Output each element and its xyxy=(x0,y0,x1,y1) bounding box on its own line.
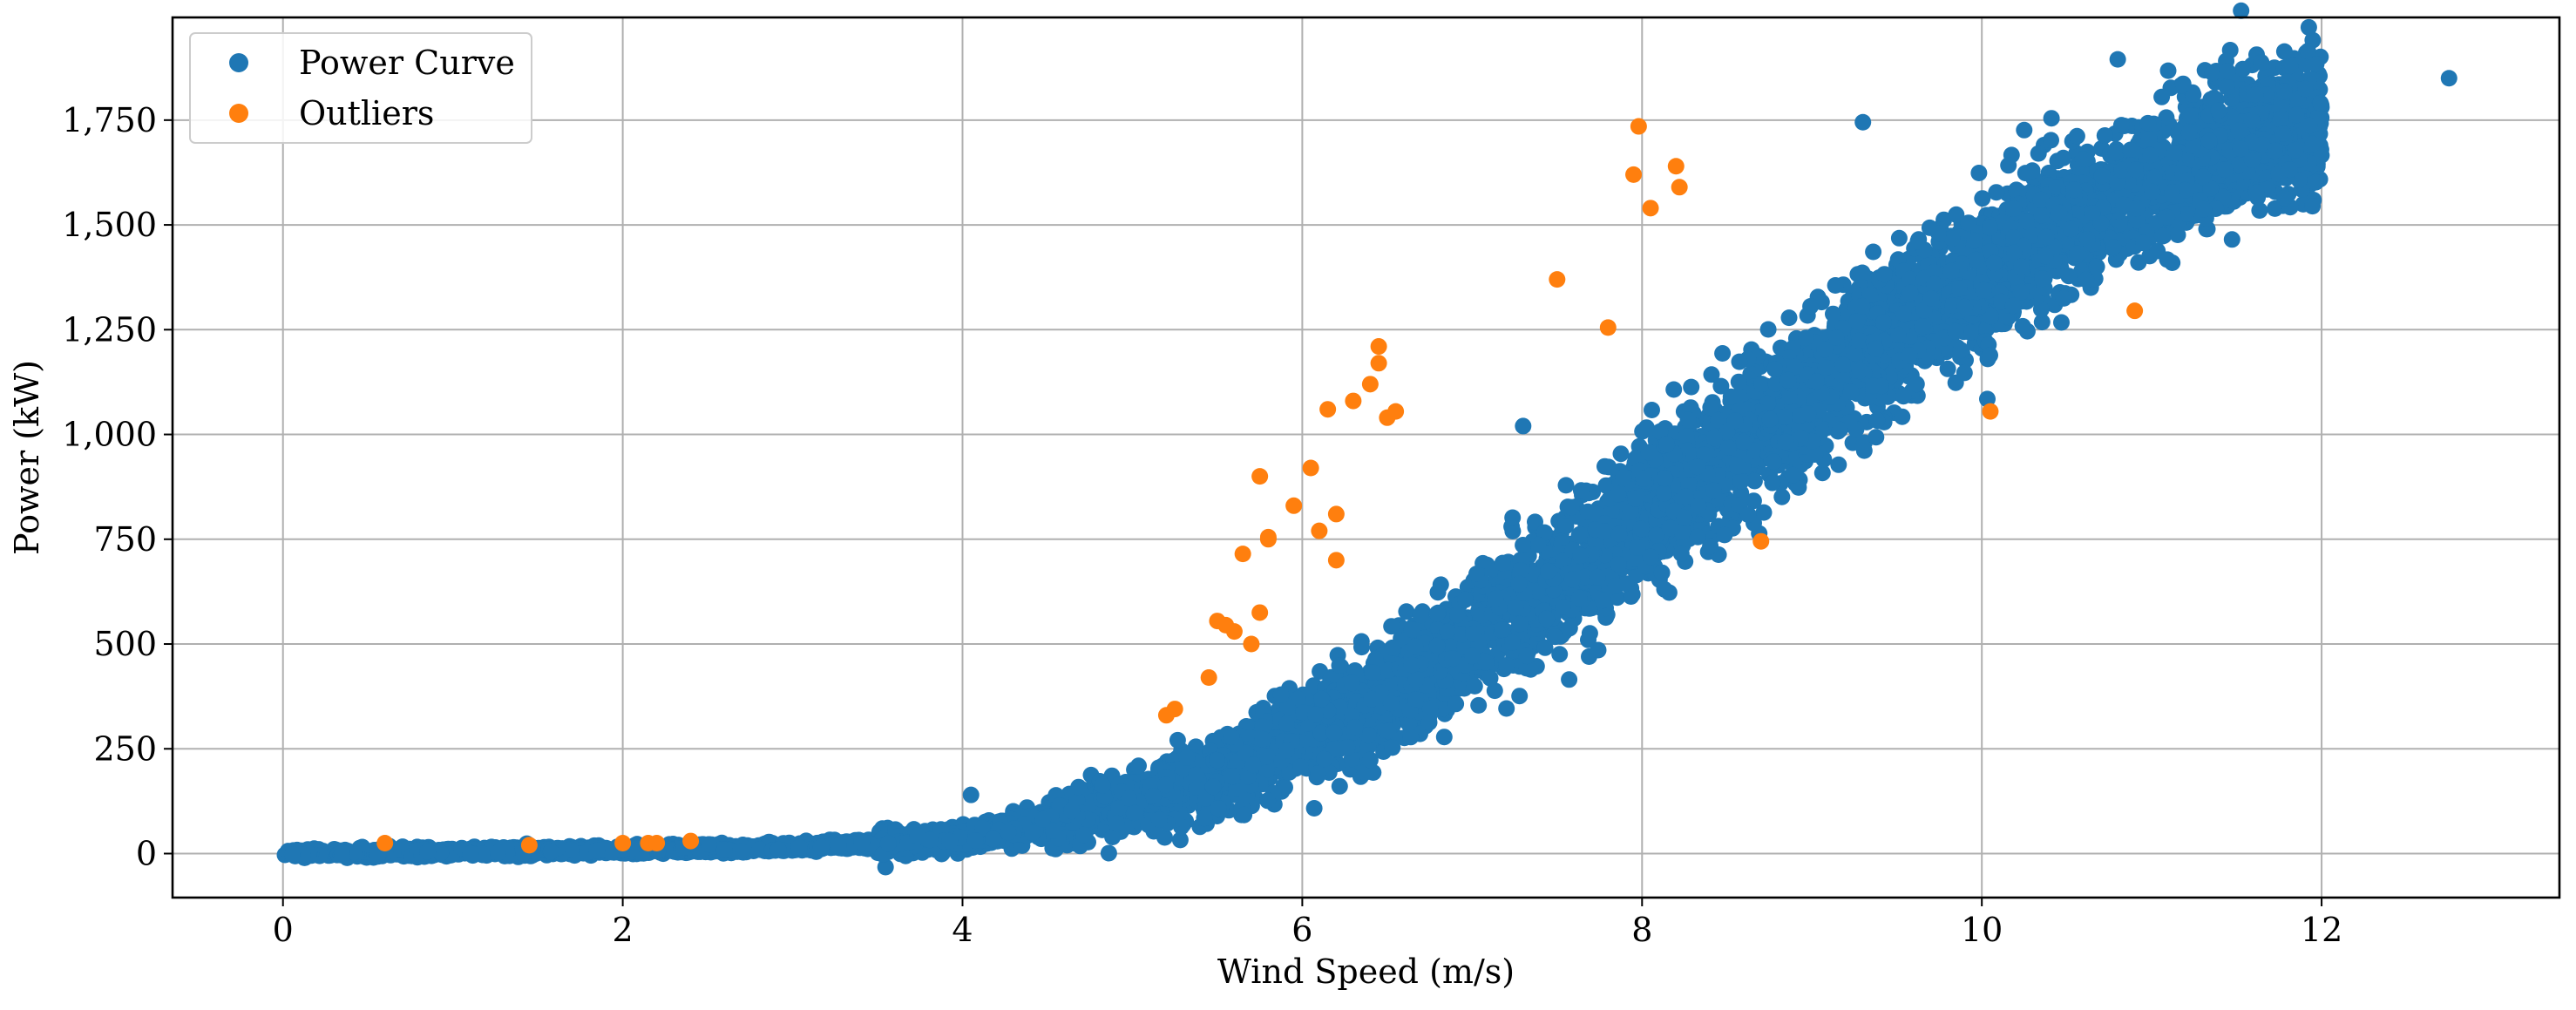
power-curve-point xyxy=(1894,409,1910,425)
power-curve-point xyxy=(1865,244,1881,261)
power-curve-point xyxy=(1673,546,1690,562)
power-curve-point xyxy=(1470,697,1487,714)
power-curve-point xyxy=(1306,800,1323,817)
power-curve-point xyxy=(1511,688,1528,704)
power-curve-point xyxy=(2019,323,2036,340)
power-curve-point xyxy=(2056,290,2072,307)
power-curve-point xyxy=(1101,845,1117,862)
power-curve-point xyxy=(1970,165,1987,181)
power-curve-point xyxy=(1948,375,1964,391)
power-curve-point xyxy=(1558,477,1575,493)
power-curve-point xyxy=(2000,157,2017,173)
power-curve-point xyxy=(2304,198,2321,214)
power-curve-point xyxy=(1760,322,1777,338)
power-curve-point xyxy=(1868,429,1884,445)
power-curve-point xyxy=(1130,757,1147,774)
power-curve-point xyxy=(1714,345,1731,362)
power-curve-point xyxy=(1498,701,1515,717)
power-curve-point xyxy=(1891,230,1908,247)
power-curve-point xyxy=(1398,603,1414,620)
power-curve-point xyxy=(1495,555,1511,572)
power-curve-point xyxy=(1590,642,1607,659)
points-layer xyxy=(277,3,2457,876)
power-curve-point xyxy=(2043,132,2059,148)
power-curve-point xyxy=(1430,584,1447,600)
power-curve-point xyxy=(1827,277,1844,294)
power-curve-point xyxy=(2251,202,2268,219)
power-curve-point xyxy=(2055,150,2071,166)
power-curve-point xyxy=(1613,445,1630,462)
power-curve-point xyxy=(2053,315,2070,331)
power-curve-point xyxy=(2234,61,2251,78)
power-curve-point xyxy=(1781,309,1798,326)
power-curve-point xyxy=(2178,206,2194,222)
power-curve-point xyxy=(1561,671,1577,688)
power-curve-point xyxy=(1156,830,1173,846)
power-curve-point xyxy=(2030,146,2047,162)
power-curve-point xyxy=(1551,646,1568,662)
power-curve-point xyxy=(1332,778,1348,795)
power-curve-point xyxy=(1665,382,1682,398)
power-curve-point xyxy=(1704,366,1720,383)
